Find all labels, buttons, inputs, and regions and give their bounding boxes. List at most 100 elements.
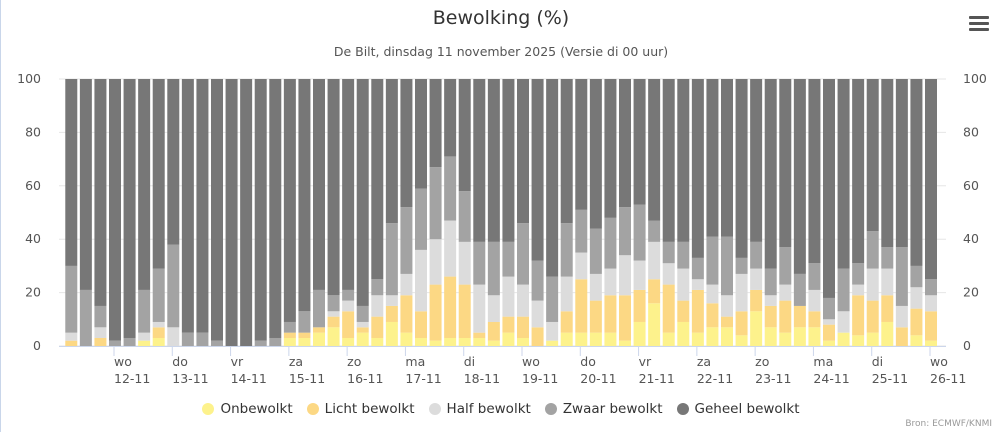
- bar-segment-zwaar-bewolkt[interactable]: [925, 279, 937, 296]
- bar-segment-half-bewolkt[interactable]: [371, 295, 384, 317]
- bar-segment-zwaar-bewolkt[interactable]: [546, 276, 559, 322]
- bar-segment-geheel-bewolkt[interactable]: [225, 79, 238, 346]
- bar-segment-zwaar-bewolkt[interactable]: [779, 247, 792, 285]
- bar-segment-licht-bewolkt[interactable]: [371, 316, 384, 338]
- bar-segment-zwaar-bewolkt[interactable]: [589, 228, 602, 274]
- bar-segment-geheel-bewolkt[interactable]: [429, 79, 442, 168]
- bar-segment-onbewolkt[interactable]: [910, 335, 923, 346]
- bar-segment-licht-bewolkt[interactable]: [342, 311, 355, 338]
- bar-segment-licht-bewolkt[interactable]: [910, 308, 923, 336]
- bar-segment-onbewolkt[interactable]: [429, 340, 442, 346]
- bar-segment-onbewolkt[interactable]: [138, 340, 151, 346]
- bar-segment-onbewolkt[interactable]: [415, 337, 427, 346]
- bar-segment-onbewolkt[interactable]: [546, 340, 559, 346]
- bar-segment-onbewolkt[interactable]: [823, 340, 835, 346]
- bar-segment-onbewolkt[interactable]: [925, 340, 937, 346]
- bar-segment-licht-bewolkt[interactable]: [823, 324, 835, 341]
- bar-segment-licht-bewolkt[interactable]: [385, 305, 398, 322]
- bar-segment-half-bewolkt[interactable]: [837, 311, 850, 333]
- bar-segment-licht-bewolkt[interactable]: [677, 300, 690, 322]
- bar-segment-geheel-bewolkt[interactable]: [138, 79, 151, 290]
- bar-segment-licht-bewolkt[interactable]: [706, 303, 719, 328]
- bar-segment-zwaar-bewolkt[interactable]: [138, 289, 151, 333]
- bar-segment-geheel-bewolkt[interactable]: [94, 79, 107, 306]
- bar-segment-half-bewolkt[interactable]: [721, 295, 733, 317]
- bar-segment-geheel-bewolkt[interactable]: [517, 79, 529, 224]
- bar-segment-licht-bewolkt[interactable]: [750, 289, 763, 312]
- bar-segment-licht-bewolkt[interactable]: [152, 327, 165, 338]
- bar-segment-zwaar-bewolkt[interactable]: [619, 207, 631, 256]
- bar-segment-onbewolkt[interactable]: [779, 332, 792, 346]
- bar-segment-half-bewolkt[interactable]: [735, 273, 748, 312]
- bar-segment-geheel-bewolkt[interactable]: [881, 79, 894, 248]
- bar-segment-geheel-bewolkt[interactable]: [458, 79, 471, 192]
- bar-segment-zwaar-bewolkt[interactable]: [793, 273, 806, 306]
- bar-segment-zwaar-bewolkt[interactable]: [79, 289, 92, 346]
- bar-segment-zwaar-bewolkt[interactable]: [633, 204, 646, 261]
- bar-segment-zwaar-bewolkt[interactable]: [181, 332, 194, 346]
- bar-segment-half-bewolkt[interactable]: [342, 300, 355, 312]
- bar-segment-half-bewolkt[interactable]: [65, 332, 78, 341]
- bar-segment-zwaar-bewolkt[interactable]: [109, 340, 121, 346]
- bar-segment-half-bewolkt[interactable]: [706, 284, 719, 304]
- bar-segment-geheel-bewolkt[interactable]: [298, 79, 311, 312]
- bar-segment-half-bewolkt[interactable]: [560, 276, 573, 312]
- legend-item-half-bewolkt[interactable]: Half bewolkt: [428, 401, 531, 417]
- bar-segment-half-bewolkt[interactable]: [94, 327, 107, 338]
- bar-segment-zwaar-bewolkt[interactable]: [823, 297, 835, 320]
- bar-segment-onbewolkt[interactable]: [691, 332, 704, 346]
- bar-segment-licht-bewolkt[interactable]: [764, 305, 777, 328]
- bar-segment-half-bewolkt[interactable]: [604, 268, 617, 296]
- bar-segment-zwaar-bewolkt[interactable]: [444, 156, 457, 221]
- bar-segment-zwaar-bewolkt[interactable]: [458, 191, 471, 242]
- bar-segment-onbewolkt[interactable]: [313, 332, 325, 346]
- bar-segment-onbewolkt[interactable]: [764, 327, 777, 346]
- bar-segment-licht-bewolkt[interactable]: [589, 300, 602, 333]
- bar-segment-geheel-bewolkt[interactable]: [313, 79, 325, 290]
- bar-segment-geheel-bewolkt[interactable]: [385, 79, 398, 224]
- bar-segment-geheel-bewolkt[interactable]: [721, 79, 733, 237]
- bar-segment-onbewolkt[interactable]: [852, 335, 865, 346]
- bar-segment-half-bewolkt[interactable]: [925, 295, 937, 312]
- bar-segment-licht-bewolkt[interactable]: [444, 276, 457, 338]
- bar-segment-zwaar-bewolkt[interactable]: [283, 321, 296, 333]
- bar-segment-onbewolkt[interactable]: [633, 321, 646, 346]
- bar-segment-licht-bewolkt[interactable]: [531, 327, 544, 346]
- bar-segment-onbewolkt[interactable]: [400, 332, 413, 346]
- bar-segment-geheel-bewolkt[interactable]: [531, 79, 544, 261]
- bar-segment-geheel-bewolkt[interactable]: [677, 79, 690, 242]
- bar-segment-licht-bewolkt[interactable]: [575, 279, 588, 333]
- bar-segment-licht-bewolkt[interactable]: [662, 284, 675, 333]
- bar-segment-geheel-bewolkt[interactable]: [211, 79, 223, 341]
- bar-segment-half-bewolkt[interactable]: [866, 268, 879, 301]
- bar-segment-half-bewolkt[interactable]: [648, 241, 661, 280]
- bar-segment-zwaar-bewolkt[interactable]: [415, 188, 427, 250]
- bar-segment-zwaar-bewolkt[interactable]: [895, 247, 908, 306]
- bar-segment-licht-bewolkt[interactable]: [721, 316, 733, 328]
- bar-segment-geheel-bewolkt[interactable]: [793, 79, 806, 274]
- bar-segment-licht-bewolkt[interactable]: [793, 305, 806, 328]
- bar-segment-geheel-bewolkt[interactable]: [283, 79, 296, 322]
- bar-segment-onbewolkt[interactable]: [342, 337, 355, 346]
- bar-segment-zwaar-bewolkt[interactable]: [852, 263, 865, 285]
- bar-segment-zwaar-bewolkt[interactable]: [254, 340, 267, 346]
- bar-segment-zwaar-bewolkt[interactable]: [298, 311, 311, 333]
- bar-segment-half-bewolkt[interactable]: [764, 295, 777, 306]
- bar-segment-geheel-bewolkt[interactable]: [371, 79, 384, 280]
- bar-segment-geheel-bewolkt[interactable]: [895, 79, 908, 248]
- bar-segment-half-bewolkt[interactable]: [575, 252, 588, 280]
- bar-segment-onbewolkt[interactable]: [502, 332, 515, 346]
- legend-item-licht-bewolkt[interactable]: Licht bewolkt: [306, 401, 415, 417]
- bar-segment-geheel-bewolkt[interactable]: [487, 79, 500, 242]
- bar-segment-licht-bewolkt[interactable]: [925, 311, 937, 341]
- bar-segment-half-bewolkt[interactable]: [808, 289, 821, 312]
- bar-segment-onbewolkt[interactable]: [356, 332, 369, 346]
- bar-segment-zwaar-bewolkt[interactable]: [881, 247, 894, 269]
- bar-segment-geheel-bewolkt[interactable]: [823, 79, 835, 298]
- bar-segment-zwaar-bewolkt[interactable]: [677, 241, 690, 269]
- bar-segment-zwaar-bewolkt[interactable]: [269, 337, 282, 346]
- bar-segment-zwaar-bewolkt[interactable]: [211, 340, 223, 346]
- bar-segment-licht-bewolkt[interactable]: [633, 289, 646, 322]
- bar-segment-geheel-bewolkt[interactable]: [589, 79, 602, 229]
- bar-segment-zwaar-bewolkt[interactable]: [604, 217, 617, 269]
